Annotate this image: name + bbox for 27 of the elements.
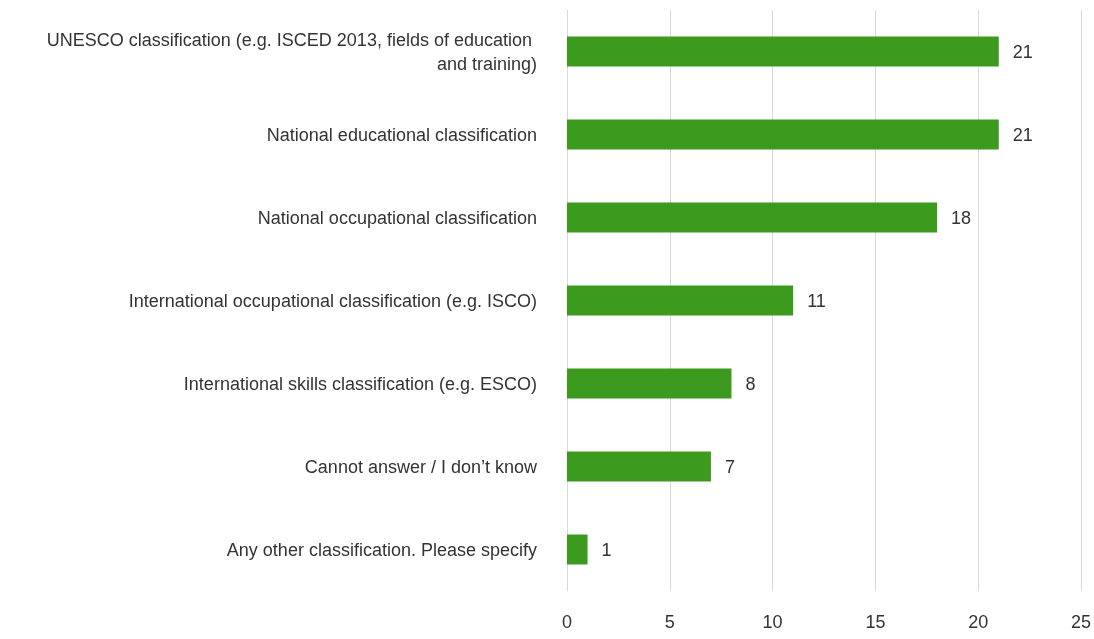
x-tick-label: 25 <box>1070 612 1091 632</box>
x-tick-label: 15 <box>865 612 886 632</box>
y-tick-label: UNESCO classification (e.g. ISCED 2013, fields of education and training) <box>46 29 537 74</box>
data-label: 8 <box>745 373 756 394</box>
y-tick-label: International occupational classification (e.g. ISCO) <box>128 290 537 311</box>
bar <box>567 285 794 316</box>
x-tick-label: 0 <box>561 612 573 632</box>
bar <box>567 368 732 399</box>
x-tick-label: 5 <box>664 612 675 632</box>
bar <box>567 36 999 67</box>
data-label: 18 <box>951 207 972 228</box>
y-tick-label: Cannot answer / I don’t know <box>304 456 538 477</box>
data-label: 21 <box>1012 41 1033 62</box>
y-tick-label: International skills classification (e.g. ESCO) <box>183 373 537 394</box>
bar <box>567 202 938 233</box>
bar <box>567 119 999 150</box>
data-label: 1 <box>601 539 612 560</box>
data-label: 21 <box>1012 124 1033 145</box>
bar <box>567 451 711 482</box>
data-label: 7 <box>724 456 735 477</box>
bar <box>567 534 588 565</box>
y-tick-label: Any other classification. Please specify <box>226 539 537 560</box>
x-tick-label: 10 <box>762 612 783 632</box>
x-tick-label: 20 <box>968 612 989 632</box>
y-tick-label: National occupational classification <box>257 207 537 228</box>
data-label: 11 <box>807 290 826 311</box>
y-tick-label: National educational classification <box>266 124 537 145</box>
